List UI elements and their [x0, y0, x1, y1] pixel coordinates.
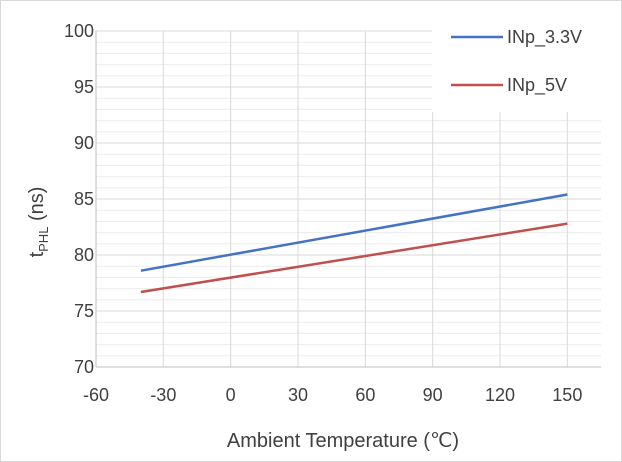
y-tick-label: 70: [74, 357, 94, 377]
x-tick-label: -30: [150, 385, 176, 405]
x-tick-label: 30: [288, 385, 308, 405]
x-tick-label: 120: [485, 385, 515, 405]
axes: [95, 31, 601, 368]
y-axis-title-unit: (ns): [26, 187, 48, 227]
y-axis-title-subscript: PHL: [36, 227, 51, 252]
legend: INp_3.3V INp_5V: [432, 14, 602, 112]
y-tick-label: 75: [74, 301, 94, 321]
y-tick-label: 80: [74, 245, 94, 265]
legend-label-2: INp_5V: [507, 75, 567, 96]
y-tick-label: 100: [64, 21, 94, 41]
y-axis-title-main: t: [26, 251, 48, 257]
y-tick-label: 90: [74, 133, 94, 153]
legend-background: [432, 14, 602, 112]
y-axis-title: tPHL (ns): [26, 187, 51, 258]
x-tick-label: -60: [83, 385, 109, 405]
y-tick-label: 95: [74, 77, 94, 97]
y-tick-label: 85: [74, 189, 94, 209]
legend-label-1: INp_3.3V: [507, 27, 582, 48]
x-tick-label: 90: [423, 385, 443, 405]
x-tick-label: 150: [552, 385, 582, 405]
x-tick-label: 60: [355, 385, 375, 405]
x-axis-title: Ambient Temperature (℃): [227, 430, 459, 452]
x-tick-label: 0: [226, 385, 236, 405]
series-line-2: [140, 222, 568, 294]
series-group: [140, 193, 568, 294]
series-line-1: [140, 193, 568, 272]
tick-labels: 70 75 80 85 90 95 100 -60 -30 0 30 60 90 120 150: [64, 21, 582, 405]
